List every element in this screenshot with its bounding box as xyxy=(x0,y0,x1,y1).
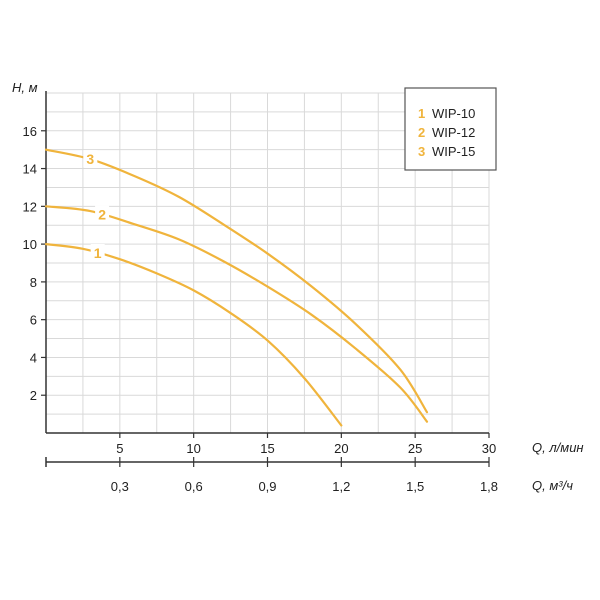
series-label-wip-15: 3 xyxy=(86,151,94,167)
y-tick-label: 14 xyxy=(23,162,37,177)
y-axis-label: H, м xyxy=(12,80,38,95)
x-tick-label: 10 xyxy=(186,441,200,456)
series-label-bg xyxy=(83,150,98,168)
series-label-bg xyxy=(90,243,105,261)
x2-tick-label: 0,6 xyxy=(185,479,203,494)
x-tick-label: 15 xyxy=(260,441,274,456)
series-line-wip-15 xyxy=(44,148,429,414)
y-tick-label: 6 xyxy=(30,313,37,328)
legend-entry-wip-15: WIP-15 xyxy=(432,144,475,159)
y-tick-label: 12 xyxy=(23,199,37,214)
x-tick-label: 5 xyxy=(116,441,123,456)
x2-tick-label: 0,3 xyxy=(111,479,129,494)
series-line-wip-12 xyxy=(44,205,429,423)
y-tick-label: 4 xyxy=(30,350,37,365)
x-tick-label: 20 xyxy=(334,441,348,456)
y-tick-label: 2 xyxy=(30,388,37,403)
legend-entry-wip-10: WIP-10 xyxy=(432,106,475,121)
tick-labels: 50,3100,6150,9201,2251,5301,824681012141… xyxy=(23,124,499,494)
x-axis-label: Q, л/мин xyxy=(532,440,584,455)
legend-number: 2 xyxy=(418,125,425,140)
series-label-bg xyxy=(95,205,110,223)
curves: 1 2 3 xyxy=(44,148,429,427)
legend-entry-wip-12: WIP-12 xyxy=(432,125,475,140)
legend-number: 3 xyxy=(418,144,425,159)
x2-axis-label: Q, м³/ч xyxy=(532,478,573,493)
legend: 1 WIP-10 2 WIP-12 3 WIP-15 xyxy=(404,87,497,171)
legend-box xyxy=(404,87,497,171)
x2-tick-label: 1,8 xyxy=(480,479,498,494)
axes xyxy=(41,91,490,467)
series-label-wip-12: 2 xyxy=(98,207,106,223)
x2-tick-label: 1,2 xyxy=(332,479,350,494)
x-tick-label: 30 xyxy=(482,441,496,456)
series-label-wip-10: 1 xyxy=(94,245,102,261)
y-tick-label: 16 xyxy=(23,124,37,139)
x2-tick-label: 1,5 xyxy=(406,479,424,494)
legend-number: 1 xyxy=(418,106,425,121)
y-tick-label: 10 xyxy=(23,237,37,252)
x-tick-label: 25 xyxy=(408,441,422,456)
x2-tick-label: 0,9 xyxy=(258,479,276,494)
y-tick-label: 8 xyxy=(30,275,37,290)
